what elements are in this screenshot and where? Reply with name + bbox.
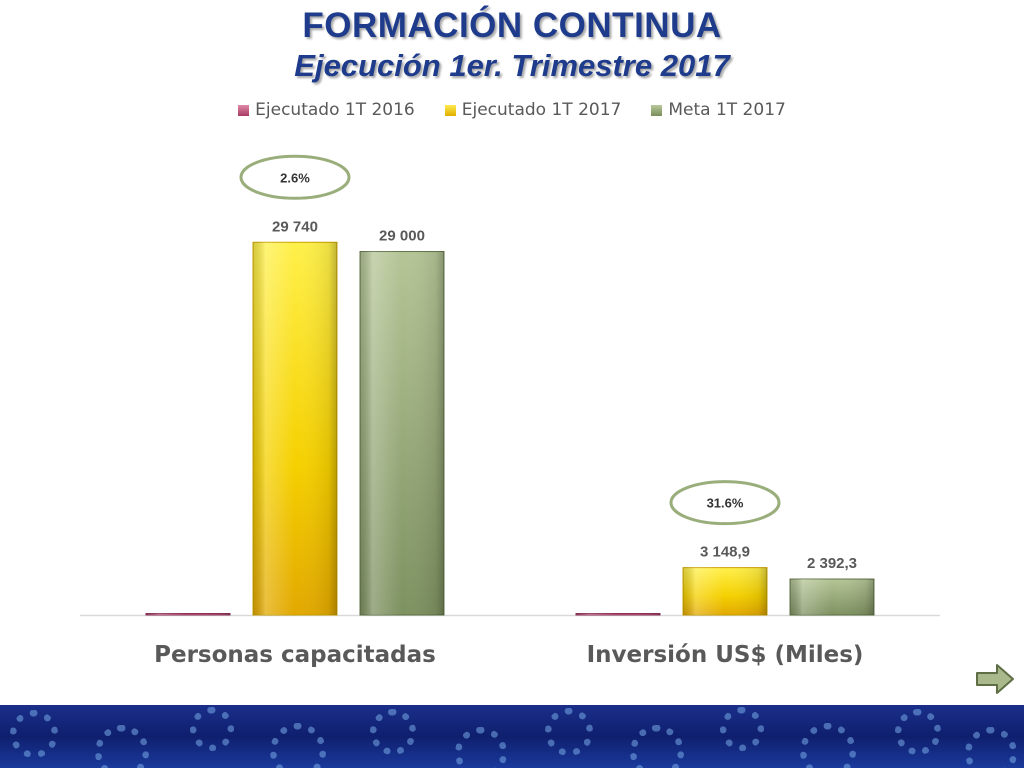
bar — [789, 578, 875, 616]
legend-item-ejecutado-2016: Ejecutado 1T 2016 — [238, 100, 415, 120]
bar — [145, 613, 231, 616]
legend-item-meta-2017: Meta 1T 2017 — [651, 100, 786, 120]
annotation-label: 31.6% — [707, 496, 744, 511]
category-label: Inversión US$ (Miles) — [587, 642, 864, 668]
legend-label: Ejecutado 1T 2017 — [461, 100, 622, 120]
gear-icon — [965, 727, 1017, 768]
gear-icon — [630, 725, 684, 768]
gear-icon — [895, 709, 941, 755]
gear-icon — [455, 727, 507, 768]
data-label: 29 000 — [379, 228, 425, 245]
bar — [252, 241, 338, 616]
bar-chart: 29 740 29 000 3 148,9 2 392,3 2.6% 31.6% Per… — [80, 154, 940, 668]
page-subtitle: Ejecución 1er. Trimestre 2017 — [294, 48, 730, 83]
category-labels-group: Personas capacitadas Inversión US$ (Miles… — [154, 642, 863, 668]
page-title: FORMACIÓN CONTINUA — [302, 6, 722, 45]
legend-label: Ejecutado 1T 2016 — [255, 100, 415, 120]
footer-banner — [0, 705, 1024, 768]
bars-group — [145, 241, 875, 616]
gear-icon — [545, 708, 593, 756]
annotation-label: 2.6% — [280, 170, 310, 185]
legend-swatch — [444, 104, 456, 116]
value-labels-group: 29 740 29 000 3 148,9 2 392,3 — [272, 218, 857, 572]
bar — [682, 567, 768, 616]
category-label: Personas capacitadas — [154, 642, 436, 668]
bar — [359, 251, 445, 616]
gear-icon — [800, 723, 856, 768]
legend-item-ejecutado-2017: Ejecutado 1T 2017 — [444, 100, 622, 120]
data-label: 2 392,3 — [807, 555, 857, 572]
legend-swatch — [651, 104, 663, 116]
annotation-ellipse — [669, 480, 781, 526]
annotation-ellipse — [239, 154, 351, 200]
annotations-group: 2.6% 31.6% — [239, 154, 781, 526]
arrow-right-icon[interactable] — [975, 662, 1015, 696]
gear-icon — [270, 723, 326, 768]
gear-icon — [95, 725, 149, 768]
gear-icon — [370, 709, 416, 755]
data-label: 29 740 — [272, 218, 318, 235]
legend-label: Meta 1T 2017 — [668, 100, 786, 120]
legend-swatch — [238, 104, 250, 116]
bar — [575, 613, 661, 616]
gear-icon — [190, 707, 234, 751]
gear-icon — [720, 707, 764, 751]
gear-icon — [10, 710, 58, 758]
chart-legend: Ejecutado 1T 2016 Ejecutado 1T 2017 Meta… — [0, 100, 1024, 120]
data-label: 3 148,9 — [700, 544, 750, 561]
